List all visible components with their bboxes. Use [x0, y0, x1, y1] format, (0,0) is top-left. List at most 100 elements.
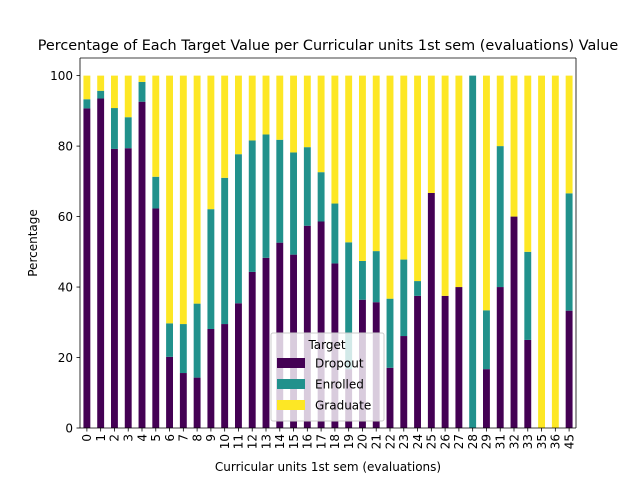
bar-dropout-9	[207, 328, 215, 428]
y-ticks-group: 0 20 40 60 80 100	[50, 69, 80, 435]
bar-enrolled-23	[400, 259, 408, 337]
legend-items: Dropout Enrolled Graduate	[277, 357, 371, 413]
chart-title: Percentage of Each Target Value per Curr…	[38, 38, 619, 54]
bar-dropout-29	[483, 369, 490, 428]
bar-graduate-20	[359, 75, 366, 261]
bar-dropout-10	[221, 324, 229, 428]
bar-graduate-13	[262, 75, 270, 135]
x-tick-label: 27	[452, 434, 466, 449]
bar-graduate-45	[565, 75, 573, 194]
bar-graduate-16	[303, 75, 311, 148]
x-tick-label: 16	[301, 434, 315, 449]
bar-graduate-26	[441, 75, 449, 296]
bar-dropout-32	[510, 216, 518, 428]
x-tick-label: 13	[259, 434, 273, 449]
bar-dropout-25	[427, 192, 435, 428]
bar-enrolled-18	[331, 203, 339, 264]
bar-dropout-0	[83, 108, 91, 428]
bar-dropout-5	[152, 208, 160, 428]
y-axis-title: Percentage	[26, 209, 40, 277]
bar-enrolled-22	[386, 298, 394, 368]
bar-enrolled-0	[83, 99, 91, 109]
x-tick-label: 23	[397, 434, 411, 449]
bar-graduate-3	[124, 75, 132, 118]
y-tick-label: 20	[58, 351, 73, 365]
y-tick-label: 100	[50, 69, 73, 83]
bar-dropout-26	[441, 295, 449, 428]
bar-dropout-6	[166, 356, 173, 428]
bar-dropout-13	[262, 257, 270, 428]
x-tick-label: 11	[232, 434, 246, 449]
y-tick-label: 80	[58, 139, 73, 153]
bar-graduate-29	[483, 75, 490, 311]
x-tick-label: 6	[163, 434, 177, 442]
bar-enrolled-20	[359, 260, 366, 300]
bar-graduate-2	[111, 75, 118, 109]
bar-enrolled-3	[124, 117, 132, 149]
bar-graduate-5	[152, 75, 160, 177]
bar-graduate-4	[138, 75, 146, 82]
bar-enrolled-13	[262, 134, 270, 258]
x-tick-label: 20	[356, 434, 370, 449]
bar-graduate-18	[331, 75, 339, 204]
bar-enrolled-14	[276, 139, 284, 243]
x-tick-label: 10	[218, 434, 232, 449]
x-tick-label: 15	[287, 434, 301, 449]
y-tick-label: 60	[58, 210, 73, 224]
bar-enrolled-31	[496, 146, 504, 288]
x-tick-label: 8	[190, 434, 204, 442]
legend-label-graduate: Graduate	[315, 399, 371, 413]
bar-enrolled-19	[345, 242, 353, 370]
bar-graduate-21	[372, 75, 380, 252]
bar-dropout-23	[400, 336, 408, 428]
bar-enrolled-2	[111, 108, 118, 149]
bar-graduate-32	[510, 75, 518, 217]
bars-group	[83, 75, 573, 429]
bar-enrolled-8	[193, 303, 201, 378]
bar-graduate-8	[193, 75, 201, 304]
bar-graduate-25	[427, 75, 435, 193]
x-tick-label: 21	[370, 434, 384, 449]
legend-label-enrolled: Enrolled	[315, 378, 364, 392]
bar-graduate-11	[235, 75, 242, 155]
bar-graduate-24	[414, 75, 421, 282]
legend-label-dropout: Dropout	[315, 357, 364, 371]
bar-graduate-17	[317, 75, 325, 173]
legend-swatch-enrolled	[277, 379, 305, 389]
x-tick-label: 12	[246, 434, 260, 449]
bar-dropout-11	[235, 303, 242, 428]
bar-graduate-31	[496, 75, 504, 147]
bar-enrolled-4	[138, 81, 146, 102]
bar-graduate-19	[345, 75, 353, 243]
bar-dropout-27	[455, 287, 463, 428]
bar-enrolled-12	[248, 140, 256, 272]
bar-graduate-14	[276, 75, 284, 140]
x-tick-label: 18	[328, 434, 342, 449]
bar-enrolled-16	[303, 147, 311, 226]
x-tick-label: 2	[108, 434, 122, 442]
bar-graduate-1	[97, 75, 105, 91]
bar-enrolled-1	[97, 90, 105, 99]
bar-graduate-7	[179, 75, 187, 325]
x-tick-label: 31	[494, 434, 508, 449]
bar-dropout-33	[524, 339, 532, 428]
bar-enrolled-28	[469, 75, 477, 429]
bar-graduate-23	[400, 75, 408, 260]
x-tick-label: 24	[411, 434, 425, 449]
bar-dropout-7	[179, 373, 187, 428]
x-tick-label: 22	[383, 434, 397, 449]
x-ticks-group: 0 1 2 3 4 5 6 7 8 9 10 11 12 13 14 15 16 17 18 19 20 21 22 23 24…	[80, 428, 576, 449]
bar-dropout-16	[303, 225, 311, 428]
bar-enrolled-21	[372, 251, 380, 303]
bar-dropout-12	[248, 271, 256, 428]
x-tick-label: 0	[80, 434, 94, 442]
bar-dropout-1	[97, 98, 105, 429]
x-tick-label: 33	[521, 434, 535, 449]
bar-graduate-22	[386, 75, 394, 299]
bar-graduate-6	[166, 75, 173, 324]
bar-dropout-2	[111, 148, 118, 428]
y-tick-label: 40	[58, 280, 73, 294]
bar-graduate-12	[248, 75, 256, 141]
x-tick-label: 29	[480, 434, 494, 449]
